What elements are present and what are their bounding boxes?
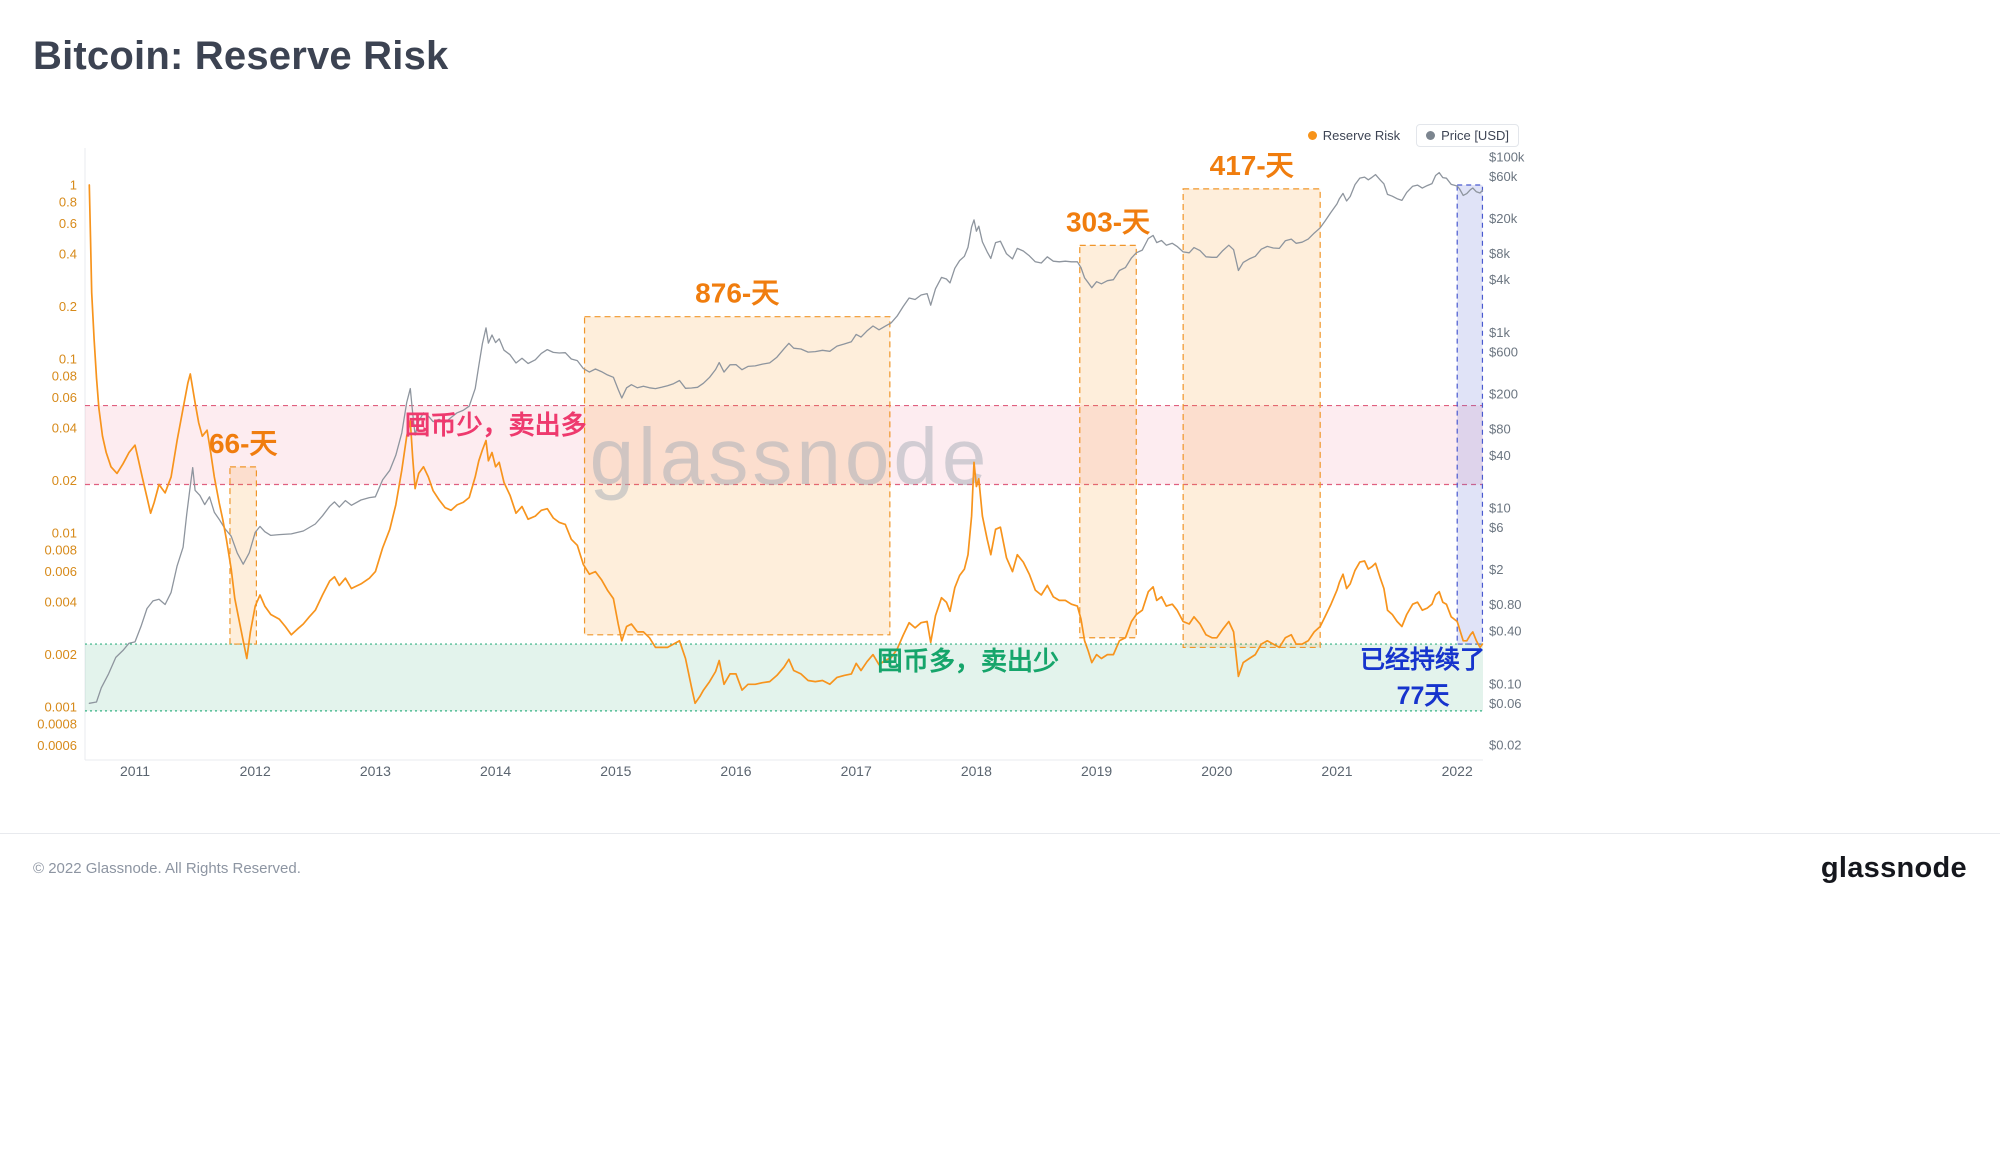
duration-band [1079,244,1137,639]
reserve-risk-line [88,184,1484,705]
legend-reserve-risk-label: Reserve Risk [1322,128,1401,143]
y-right-tick: $0.40 [1489,623,1522,638]
y-right-tick: $0.80 [1489,597,1522,612]
duration-label: 303-天 [1066,206,1150,237]
y-right-tick: $0.06 [1489,696,1522,711]
duration-label: 417-天 [1210,150,1294,181]
y-left-tick: 0.8 [59,194,77,209]
x-tick: 2015 [600,763,631,779]
y-left-tick: 0.02 [52,473,77,488]
y-left-tick: 0.006 [44,564,77,579]
x-tick: 2019 [1081,763,1112,779]
y-left-tick: 0.1 [59,352,77,367]
y-right-tick: $10 [1489,501,1511,516]
glassnode-logo: glassnode [1820,852,1967,884]
y-right-tick: $100k [1489,150,1525,165]
y-right-tick: $200 [1489,386,1518,401]
y-right-tick: $6 [1489,520,1503,535]
x-tick: 2011 [120,763,150,779]
duration-band [1182,188,1321,649]
y-right-tick: $2 [1489,562,1503,577]
y-left-tick: 0.002 [44,647,77,662]
current-duration-label-line2: 77天 [1397,682,1450,710]
chart-area: Reserve Risk Price [USD] glassnode 66-天 87… [33,112,1967,812]
y-right-tick: $600 [1489,345,1518,360]
y-left-tick: 0.01 [52,526,77,541]
y-left-tick: 0.06 [52,390,77,405]
y-left-tick: 0.004 [44,595,77,610]
y-right-tick: $40 [1489,448,1511,463]
legend-price-label: Price [USD] [1441,128,1509,143]
page-title: Bitcoin: Reserve Risk [33,34,449,78]
x-tick: 2012 [240,763,271,779]
y-right-tick: $60k [1489,169,1518,184]
y-left-tick: 0.008 [44,542,77,557]
current-duration-label-line1: 已经持续了 [1360,645,1485,674]
y-right-tick: $80 [1489,421,1511,436]
y-left-tick: 0.4 [59,247,77,262]
y-left-tick: 0.6 [59,216,77,231]
y-right-tick: $20k [1489,211,1518,226]
legend-item-reserve-risk[interactable]: Reserve Risk [1307,128,1401,143]
glassnode-watermark: glassnode [590,412,991,501]
footer-copyright: © 2022 Glassnode. All Rights Reserved. [33,860,301,877]
x-tick: 2018 [961,763,992,779]
y-left-tick: 0.001 [44,700,77,715]
y-left-tick: 0.0008 [37,716,77,731]
y-left-tick: 0.0006 [37,738,77,753]
chart-legend: Reserve Risk Price [USD] [1307,124,1519,147]
y-right-tick: $4k [1489,272,1510,287]
x-tick: 2016 [720,763,751,779]
hodl-zone-band-label: 囤币多，卖出少 [877,646,1059,676]
x-tick: 2020 [1201,763,1232,779]
duration-label: 876-天 [695,278,779,309]
x-tick: 2017 [841,763,872,779]
y-left-tick: 1 [70,178,77,193]
price-dot-icon [1426,131,1436,140]
x-tick: 2022 [1442,763,1473,779]
x-tick: 2014 [480,763,511,779]
sell-zone-band [85,405,1483,485]
y-left-tick: 0.04 [52,421,77,436]
current-duration-band [1456,184,1484,645]
y-left-tick: 0.08 [52,368,77,383]
y-right-tick: $1k [1489,325,1510,340]
y-right-tick: $8k [1489,246,1510,261]
duration-band [583,316,891,636]
y-left-tick: 0.2 [59,299,77,314]
legend-item-price[interactable]: Price [USD] [1416,124,1519,147]
sell-zone-band-label: 囤币少，卖出多 [405,410,587,440]
duration-band [229,466,258,645]
y-right-tick: $0.10 [1489,676,1522,691]
x-tick: 2013 [360,763,391,779]
hodl-zone-band [85,644,1483,711]
price-line [88,171,1484,704]
x-tick: 2021 [1321,763,1352,779]
footer: © 2022 Glassnode. All Rights Reserved. g… [0,833,2000,903]
y-right-tick: $0.02 [1489,738,1522,753]
reserve-risk-dot-icon [1307,131,1317,140]
duration-label: 66-天 [209,428,277,459]
